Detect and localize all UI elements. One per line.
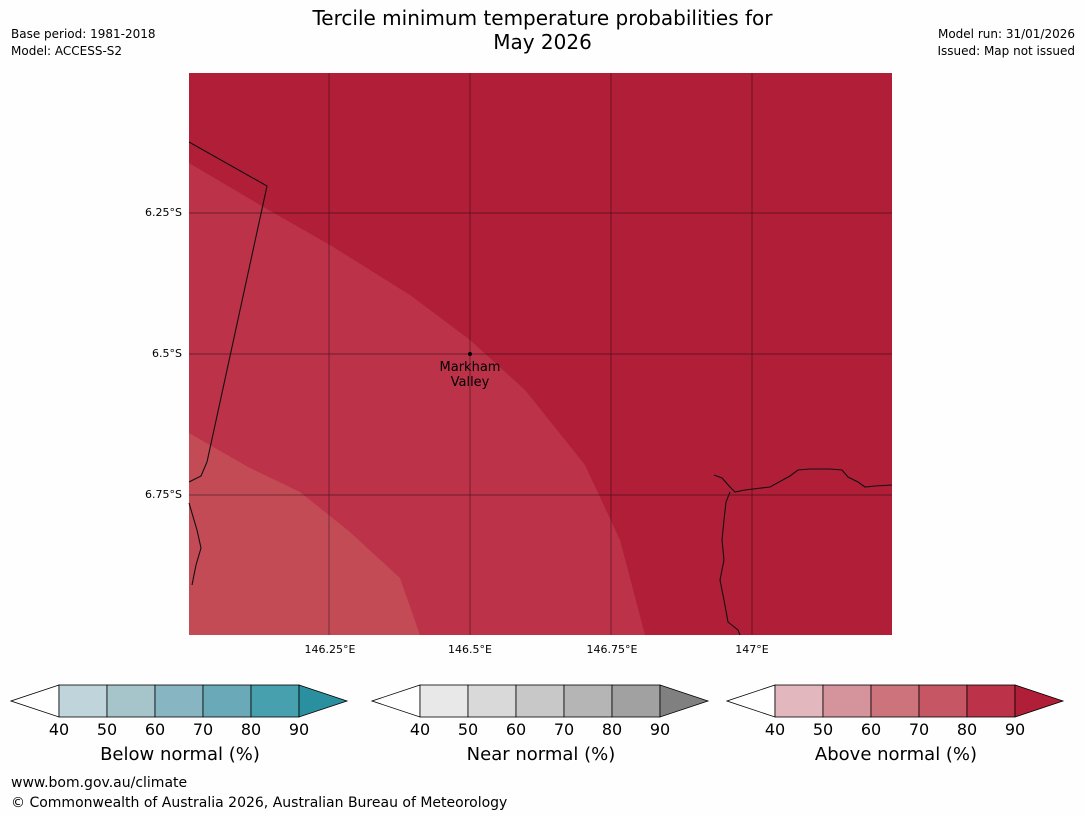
place-label: Markham Valley xyxy=(420,360,520,390)
base-period: Base period: 1981-2018 xyxy=(11,27,156,41)
map-title: Tercile minimum temperature probabilitie… xyxy=(0,6,1085,54)
legend-title: Above normal (%) xyxy=(814,744,978,765)
colorbar xyxy=(726,684,1065,718)
tick-label: 90 xyxy=(1004,720,1026,739)
footer-url[interactable]: www.bom.gov.au/climate xyxy=(11,775,188,791)
legend-below-normal: 40 50 60 70 80 90 Below normal (%) xyxy=(10,684,350,765)
tick-label: 60 xyxy=(144,720,166,739)
tick-label: 50 xyxy=(457,720,479,739)
title-line-1: Tercile minimum temperature probabilitie… xyxy=(312,6,773,30)
legend-above-normal: 40 50 60 70 80 90 Above normal (%) xyxy=(726,684,1066,765)
tick-label: 60 xyxy=(860,720,882,739)
colorbar-bin xyxy=(419,684,469,718)
meta-left: Base period: 1981-2018 Model: ACCESS-S2 xyxy=(11,26,156,60)
tick-label: 40 xyxy=(764,720,786,739)
colorbar-bin xyxy=(611,684,661,718)
lat-label: 6.25°S xyxy=(145,206,182,219)
legend-near-normal: 40 50 60 70 80 90 Near normal (%) xyxy=(371,684,711,765)
colorbar-min-extend xyxy=(10,684,60,718)
zone-above-60-70 xyxy=(189,433,420,635)
colorbar-ticks: 40 50 60 70 80 90 xyxy=(726,718,1066,739)
map-canvas[interactable] xyxy=(0,0,1085,680)
colorbar-min-extend xyxy=(726,684,776,718)
tick-label: 80 xyxy=(240,720,262,739)
colorbar-min-extend xyxy=(371,684,421,718)
legend-title: Below normal (%) xyxy=(100,744,260,765)
tick-label: 50 xyxy=(96,720,118,739)
colorbar-bin xyxy=(774,684,824,718)
legend-title: Near normal (%) xyxy=(466,744,616,765)
tick-label: 80 xyxy=(956,720,978,739)
colorbar-ticks: 40 50 60 70 80 90 xyxy=(371,718,711,739)
lon-label: 146.25°E xyxy=(304,643,356,656)
tick-label: 50 xyxy=(812,720,834,739)
tick-label: 70 xyxy=(192,720,214,739)
gridlines xyxy=(189,73,892,635)
colorbar-bin xyxy=(515,684,565,718)
meta-right: Model run: 31/01/2026 Issued: Map not is… xyxy=(937,26,1075,60)
tick-label: 70 xyxy=(908,720,930,739)
tick-label: 60 xyxy=(505,720,527,739)
coastlines-borders xyxy=(188,141,893,636)
place-name-line-2: Valley xyxy=(450,375,490,390)
lat-label: 6.5°S xyxy=(152,347,182,360)
footer-copyright: © Commonwealth of Australia 2026, Austra… xyxy=(11,795,508,811)
colorbar-bin xyxy=(966,684,1016,718)
colorbar-bin xyxy=(106,684,156,718)
colorbar-bin xyxy=(58,684,108,718)
colorbar-max-extend xyxy=(298,684,349,718)
colorbar-bin xyxy=(563,684,613,718)
colorbar-ticks: 40 50 60 70 80 90 xyxy=(10,718,350,739)
lon-label: 147°E xyxy=(735,643,769,656)
colorbar-max-extend xyxy=(1014,684,1065,718)
tick-label: 40 xyxy=(48,720,70,739)
place-name-line-1: Markham xyxy=(439,360,501,375)
place-marker xyxy=(468,352,472,356)
tick-label: 70 xyxy=(553,720,575,739)
colorbar-bin xyxy=(870,684,920,718)
colorbar-max-extend xyxy=(659,684,710,718)
tick-label: 90 xyxy=(288,720,310,739)
lat-label: 6.75°S xyxy=(145,488,182,501)
colorbar-bin xyxy=(822,684,872,718)
colorbar-bin xyxy=(250,684,300,718)
colorbar xyxy=(10,684,349,718)
colorbar-bin xyxy=(467,684,517,718)
colorbar-bin xyxy=(154,684,204,718)
lon-label: 146.75°E xyxy=(586,643,638,656)
model-run: Model run: 31/01/2026 xyxy=(937,27,1075,41)
colorbar-bin xyxy=(918,684,968,718)
tick-label: 90 xyxy=(649,720,671,739)
issued-status: Issued: Map not issued xyxy=(937,44,1075,58)
lon-label: 146.5°E xyxy=(448,643,492,656)
tick-label: 80 xyxy=(601,720,623,739)
colorbar-bin xyxy=(202,684,252,718)
title-line-2: May 2026 xyxy=(493,30,592,54)
tick-label: 40 xyxy=(409,720,431,739)
colorbar xyxy=(371,684,710,718)
model-name: Model: ACCESS-S2 xyxy=(11,44,123,58)
